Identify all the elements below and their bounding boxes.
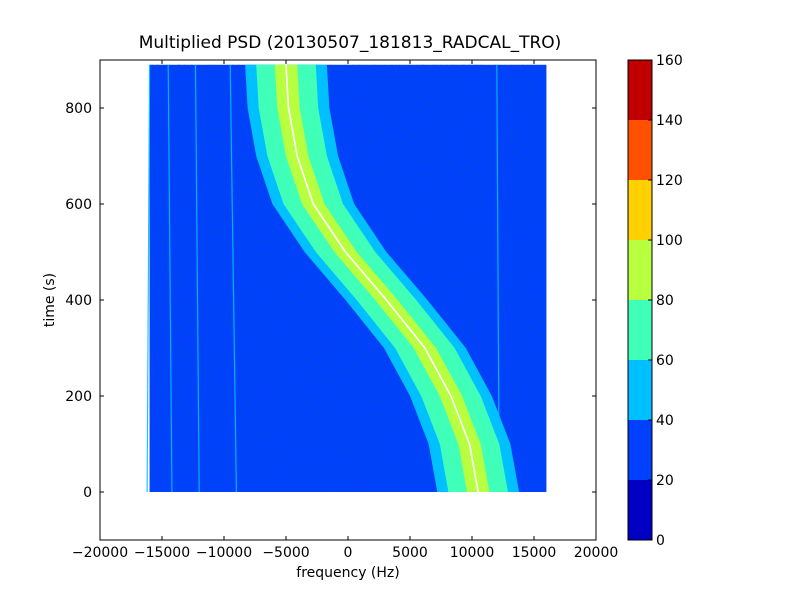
interference-line	[194, 64, 200, 493]
y-axis: 0 200 400 600 800	[65, 101, 596, 501]
x-tick-label: 5000	[392, 545, 428, 561]
interference-line	[146, 64, 151, 493]
y-tick-label: 400	[65, 293, 92, 309]
interference-line	[229, 64, 237, 493]
y-tick-label: 800	[65, 101, 92, 117]
colorbar-tick-label: 160	[656, 53, 683, 69]
x-tick-label: 20000	[574, 545, 619, 561]
colorbar-tick-label: 140	[656, 113, 683, 129]
colorbar-tick-label: 120	[656, 173, 683, 189]
colorbar-segment	[628, 180, 652, 240]
x-tick-label: −5000	[262, 545, 309, 561]
x-tick-label: 10000	[450, 545, 495, 561]
x-axis: −20000 −15000 −10000 −5000 0 5000 10000 15000 20…	[72, 60, 618, 561]
colorbar-tick-label: 40	[656, 413, 674, 429]
colorbar-tick-label: 0	[656, 533, 665, 549]
x-tick-label: −15000	[134, 545, 190, 561]
x-tick-label: 0	[344, 545, 353, 561]
chart-title: Multiplied PSD (20130507_181813_RADCAL_T…	[139, 33, 562, 53]
colorbar-segment	[628, 480, 652, 540]
x-tick-label: −10000	[196, 545, 252, 561]
x-axis-label: frequency (Hz)	[296, 565, 399, 581]
y-axis-label: time (s)	[42, 273, 58, 327]
y-tick-label: 200	[65, 389, 92, 405]
heatmap-layer	[146, 64, 547, 493]
colorbar-segment	[628, 420, 652, 480]
interference-line	[167, 64, 173, 493]
colorbar: 0 20 40 60 80 100 120 140 160	[627, 53, 683, 549]
colorbar-segment	[628, 360, 652, 420]
signal-peak-line	[285, 64, 479, 493]
y-tick-label: 600	[65, 197, 92, 213]
colorbar-segment	[628, 300, 652, 360]
signal-band	[274, 64, 490, 493]
y-tick-label: 0	[83, 485, 92, 501]
colorbar-tick-label: 20	[656, 473, 674, 489]
colorbar-tick-label: 100	[656, 233, 683, 249]
colorbar-tick-label: 80	[656, 293, 674, 309]
colorbar-segment	[628, 240, 652, 300]
x-tick-label: −20000	[72, 545, 128, 561]
colorbar-segment	[628, 120, 652, 180]
colorbar-segment	[628, 60, 652, 120]
colorbar-tick-label: 60	[656, 353, 674, 369]
x-tick-label: 15000	[512, 545, 557, 561]
